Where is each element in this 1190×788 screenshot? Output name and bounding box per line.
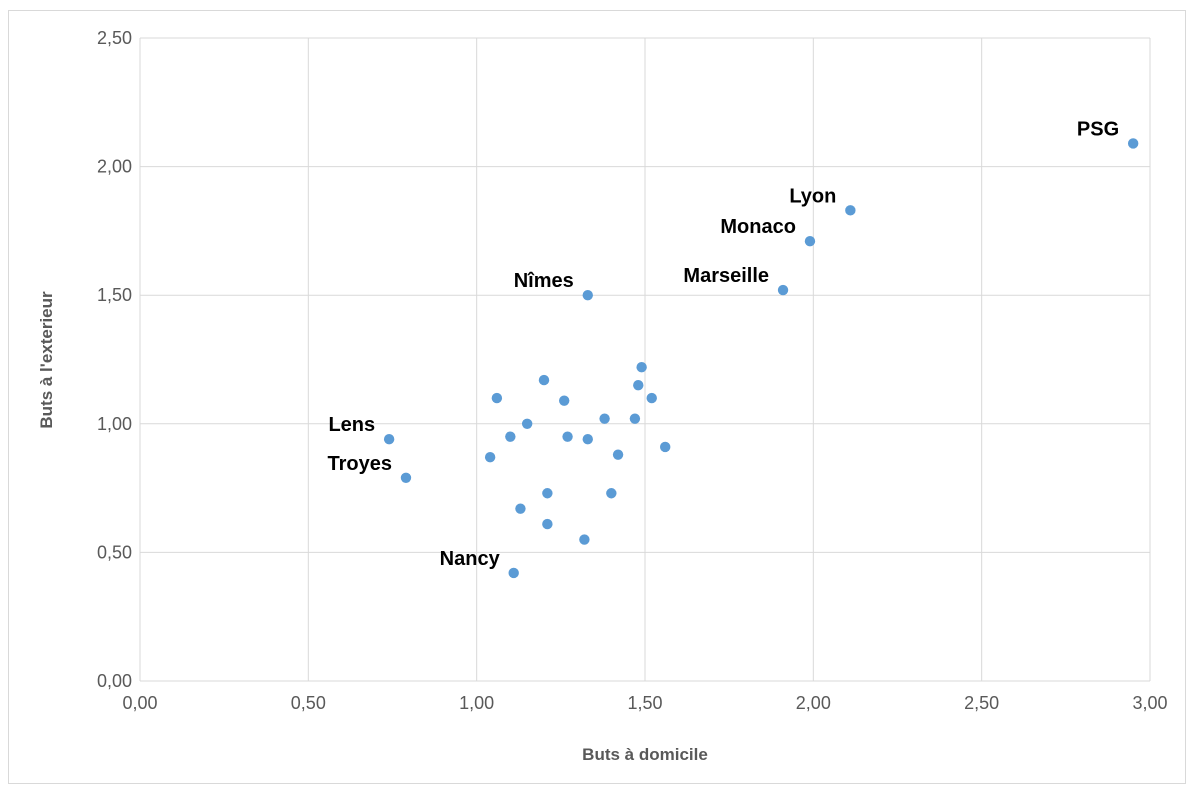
point-label: Nîmes xyxy=(514,270,574,292)
y-tick-label: 1,50 xyxy=(97,285,132,305)
data-point xyxy=(845,205,856,216)
point-label: Troyes xyxy=(327,453,391,475)
gridlines xyxy=(139,37,1151,682)
data-point xyxy=(777,284,789,296)
x-axis-title: Buts à domicile xyxy=(582,745,708,764)
y-tick-label: 0,50 xyxy=(97,542,132,562)
data-point xyxy=(505,431,516,442)
x-tick-label: 2,50 xyxy=(964,693,999,713)
data-point xyxy=(562,431,573,442)
data-point xyxy=(804,235,816,247)
x-tick-label: 1,50 xyxy=(627,693,662,713)
data-point xyxy=(538,374,550,386)
data-point xyxy=(1127,138,1139,149)
data-point xyxy=(629,413,641,424)
point-label: PSG xyxy=(1077,118,1119,140)
data-point xyxy=(491,392,503,404)
y-tick-label: 2,00 xyxy=(97,157,132,177)
y-axis-title: Buts à l'exterieur xyxy=(37,291,56,429)
data-point xyxy=(559,395,570,406)
x-axis-ticks: 0,00 0,50 1,00 1,50 2,00 2,50 3,00 xyxy=(122,693,1167,713)
x-tick-label: 0,00 xyxy=(122,693,157,713)
data-point xyxy=(606,488,617,499)
data-point xyxy=(521,418,533,429)
data-point xyxy=(646,392,657,404)
point-label: Nancy xyxy=(440,548,501,570)
y-tick-label: 1,00 xyxy=(97,414,132,434)
data-point xyxy=(582,434,593,445)
point-label: Monaco xyxy=(720,216,796,238)
y-tick-label: 0,00 xyxy=(97,671,132,691)
x-tick-label: 1,00 xyxy=(459,693,494,713)
point-label: Marseille xyxy=(683,265,769,287)
data-point xyxy=(633,380,644,391)
data-point xyxy=(660,441,671,453)
data-point xyxy=(612,449,624,460)
data-point xyxy=(579,534,590,545)
x-tick-label: 2,00 xyxy=(796,693,831,713)
data-point xyxy=(383,434,395,445)
y-tick-label: 2,50 xyxy=(97,28,132,48)
data-point xyxy=(508,567,519,579)
point-label: Lyon xyxy=(789,185,836,207)
chart-area xyxy=(8,10,1186,784)
data-point xyxy=(484,452,496,463)
point-labels: PSG Lyon Monaco Marseille Nîmes Lens Troyes Nan… xyxy=(327,118,1119,570)
data-point xyxy=(542,488,553,499)
data-points xyxy=(383,138,1139,579)
data-point xyxy=(542,518,553,530)
data-point xyxy=(582,290,593,301)
x-tick-label: 3,00 xyxy=(1132,693,1167,713)
data-point xyxy=(515,503,526,514)
data-point xyxy=(400,472,412,484)
x-tick-label: 0,50 xyxy=(291,693,326,713)
data-point xyxy=(636,362,647,373)
point-label: Lens xyxy=(328,414,375,436)
y-axis-ticks: 0,00 0,50 1,00 1,50 2,00 2,50 xyxy=(97,28,132,691)
data-point xyxy=(599,413,610,424)
